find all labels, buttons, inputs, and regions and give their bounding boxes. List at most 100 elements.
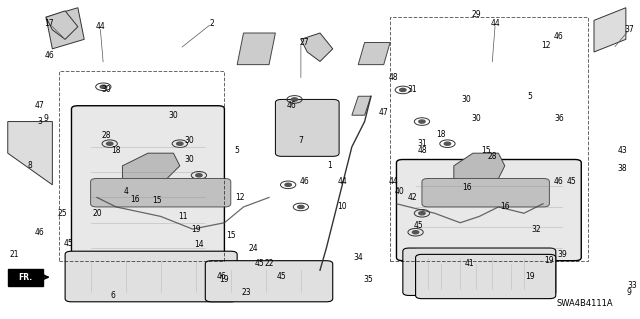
Text: 31: 31	[417, 139, 427, 148]
Circle shape	[463, 174, 470, 177]
Text: 20: 20	[92, 209, 102, 218]
Circle shape	[106, 142, 113, 145]
Text: 19: 19	[220, 275, 229, 284]
FancyBboxPatch shape	[396, 160, 581, 261]
Text: 46: 46	[299, 177, 309, 186]
Circle shape	[298, 205, 304, 209]
Text: 16: 16	[500, 203, 509, 211]
Polygon shape	[301, 33, 333, 62]
Text: 45: 45	[414, 221, 424, 230]
FancyBboxPatch shape	[275, 100, 339, 156]
Circle shape	[419, 212, 425, 215]
Text: 34: 34	[353, 253, 363, 262]
Circle shape	[444, 142, 451, 145]
Polygon shape	[122, 153, 180, 182]
Text: 47: 47	[379, 108, 388, 116]
Text: 15: 15	[226, 231, 236, 240]
FancyBboxPatch shape	[403, 248, 556, 295]
Text: 19: 19	[525, 272, 535, 281]
Circle shape	[412, 231, 419, 234]
Text: 30: 30	[168, 111, 179, 120]
Text: 39: 39	[557, 250, 567, 259]
Text: 19: 19	[191, 225, 200, 234]
Text: 37: 37	[624, 25, 634, 34]
Polygon shape	[594, 8, 626, 52]
Text: FR.: FR.	[18, 273, 32, 282]
Polygon shape	[358, 42, 390, 65]
Text: 46: 46	[554, 177, 564, 186]
Text: 45: 45	[567, 177, 577, 186]
Polygon shape	[46, 11, 78, 39]
Text: 17: 17	[44, 19, 54, 28]
Text: 44: 44	[490, 19, 500, 28]
Text: 12: 12	[236, 193, 245, 202]
Polygon shape	[46, 8, 84, 49]
Text: SWA4B4111A: SWA4B4111A	[557, 299, 613, 308]
Text: 9: 9	[44, 114, 49, 123]
Text: 27: 27	[300, 38, 309, 47]
Text: 28: 28	[487, 152, 497, 161]
Polygon shape	[454, 153, 505, 182]
Text: 32: 32	[532, 225, 541, 234]
FancyBboxPatch shape	[205, 261, 333, 302]
Text: 48: 48	[417, 145, 427, 154]
Polygon shape	[8, 122, 52, 185]
Text: 14: 14	[194, 241, 204, 249]
Text: 40: 40	[395, 187, 404, 196]
Circle shape	[189, 196, 196, 199]
FancyBboxPatch shape	[65, 251, 237, 302]
Circle shape	[419, 120, 425, 123]
FancyBboxPatch shape	[72, 106, 225, 264]
Text: 12: 12	[541, 41, 551, 50]
Text: 48: 48	[388, 73, 398, 82]
Text: 46: 46	[554, 32, 564, 41]
Text: 46: 46	[287, 101, 296, 110]
Text: 9: 9	[627, 288, 632, 297]
Text: 1: 1	[327, 161, 332, 170]
Circle shape	[399, 88, 406, 92]
Text: 18: 18	[111, 145, 121, 154]
Text: 33: 33	[627, 281, 637, 291]
Text: 31: 31	[408, 85, 417, 94]
Text: 4: 4	[124, 187, 128, 196]
Text: 30: 30	[471, 114, 481, 123]
Circle shape	[177, 142, 183, 145]
Text: 2: 2	[209, 19, 214, 28]
FancyBboxPatch shape	[91, 178, 231, 207]
Text: 44: 44	[95, 22, 105, 31]
Text: 41: 41	[465, 259, 474, 268]
Text: 11: 11	[179, 212, 188, 221]
Text: 21: 21	[10, 250, 19, 259]
Text: 42: 42	[408, 193, 417, 202]
Text: 45: 45	[63, 239, 73, 248]
Text: 3: 3	[37, 117, 42, 126]
Text: 30: 30	[184, 136, 195, 145]
Circle shape	[291, 98, 298, 101]
Circle shape	[100, 85, 106, 88]
FancyBboxPatch shape	[8, 269, 43, 286]
Text: 10: 10	[337, 203, 347, 211]
Text: 24: 24	[248, 243, 258, 253]
Text: 28: 28	[102, 131, 111, 140]
Text: 46: 46	[216, 272, 226, 281]
Circle shape	[483, 196, 489, 199]
Text: 18: 18	[436, 130, 446, 139]
Text: 30: 30	[102, 85, 111, 94]
FancyBboxPatch shape	[422, 178, 549, 207]
Text: 36: 36	[554, 114, 564, 123]
Text: 23: 23	[242, 288, 252, 297]
FancyBboxPatch shape	[415, 254, 556, 299]
Text: 16: 16	[131, 195, 140, 204]
Circle shape	[196, 174, 202, 177]
Text: 6: 6	[111, 291, 115, 300]
Polygon shape	[352, 96, 371, 115]
Text: 45: 45	[277, 272, 287, 281]
Text: 5: 5	[235, 145, 239, 154]
Text: 43: 43	[618, 145, 628, 154]
Text: 30: 30	[461, 95, 472, 104]
Text: 15: 15	[481, 145, 490, 154]
Text: 25: 25	[57, 209, 67, 218]
Text: 22: 22	[264, 259, 274, 268]
Text: 35: 35	[363, 275, 372, 284]
Text: 47: 47	[35, 101, 45, 110]
